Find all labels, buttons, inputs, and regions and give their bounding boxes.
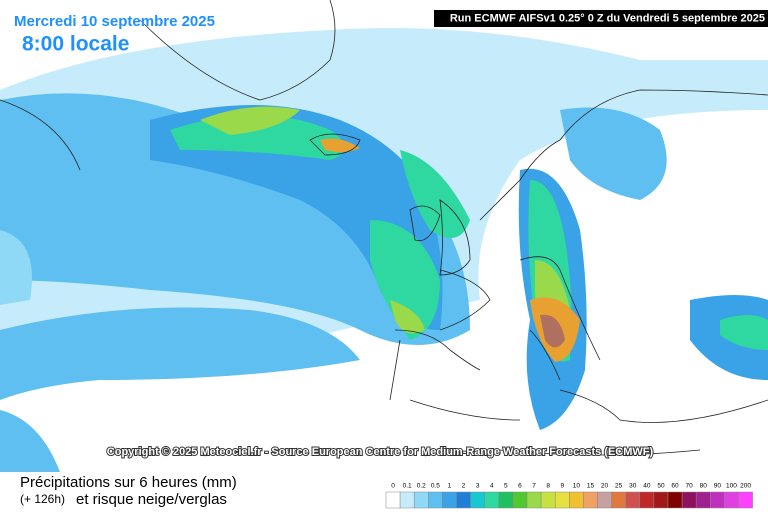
scale-swatch xyxy=(470,491,485,509)
scale-swatch xyxy=(695,491,711,509)
scale-swatch xyxy=(512,491,528,509)
scale-swatch xyxy=(639,491,655,509)
scale-label: 0.1 xyxy=(403,483,412,490)
scale-label: 0.5 xyxy=(431,483,440,490)
scale-label: 3 xyxy=(476,483,480,490)
scale-label: 9 xyxy=(560,483,564,490)
time: 8:00 locale xyxy=(22,33,129,56)
scale-label: 4 xyxy=(490,483,494,490)
scale-swatch xyxy=(724,491,739,509)
scale-label: 100 xyxy=(726,483,737,490)
scale-swatch xyxy=(583,491,598,509)
scale-label: 70 xyxy=(686,483,694,490)
legend-lead-time: (+ 126h) xyxy=(20,492,65,506)
scale-swatch xyxy=(540,491,556,509)
scale-swatch xyxy=(653,491,669,509)
scale-swatch xyxy=(428,491,443,509)
scale-label: 15 xyxy=(587,483,595,490)
scale-swatch xyxy=(456,491,471,509)
scale-swatch xyxy=(442,491,457,509)
scale-swatch xyxy=(498,491,514,509)
scale-label: 5 xyxy=(504,483,508,490)
scale-swatch xyxy=(710,491,725,509)
scale-swatch xyxy=(611,491,626,509)
legend: Précipitations sur 6 heures (mm) (+ 126h… xyxy=(20,474,753,509)
scale-label: 30 xyxy=(629,483,637,490)
scale-swatch xyxy=(413,491,429,509)
map: Mercredi 10 septembre 2025 8:00 locale R… xyxy=(0,0,768,472)
precipitation-field xyxy=(0,28,768,472)
scale-label: 7 xyxy=(532,483,536,490)
scale-label: 90 xyxy=(714,483,722,490)
scale-swatch xyxy=(681,491,697,509)
legend-subtitle: et risque neige/verglas xyxy=(76,491,227,508)
scale-label: 6 xyxy=(518,483,522,490)
scale-label: 10 xyxy=(573,483,581,490)
scale-label: 200 xyxy=(740,483,751,490)
legend-title: Précipitations sur 6 heures (mm) xyxy=(20,474,237,491)
scale-label: 2 xyxy=(462,483,466,490)
scale-label: 8 xyxy=(546,483,550,490)
run-info: Run ECMWF AIFSv1 0.25° 0 Z du Vendredi 5… xyxy=(450,12,765,24)
scale-swatch xyxy=(667,491,683,509)
scale-swatch xyxy=(484,491,500,509)
scale-label: 80 xyxy=(700,483,708,490)
scale-swatch xyxy=(399,491,415,509)
scale-label: 25 xyxy=(615,483,623,490)
scale-label: 60 xyxy=(671,483,679,490)
scale-label: 40 xyxy=(643,483,651,490)
coastlines xyxy=(0,0,768,456)
copyright: Copyright © 2025 Meteociel.fr - Source E… xyxy=(107,446,654,458)
scale-label: 50 xyxy=(657,483,665,490)
date: Mercredi 10 septembre 2025 xyxy=(14,13,215,30)
scale-label: 20 xyxy=(601,483,609,490)
scale-swatch xyxy=(625,491,641,509)
scale-swatch xyxy=(597,491,612,509)
scale-label: 0.2 xyxy=(417,483,426,490)
run-banner xyxy=(434,10,768,27)
scale-swatch xyxy=(385,491,401,509)
scale-label: 0 xyxy=(391,483,395,490)
scale-swatch xyxy=(569,491,584,509)
scale-swatch xyxy=(554,491,570,509)
scale-label: 1 xyxy=(448,483,452,490)
scale-swatch xyxy=(738,491,753,509)
scale-swatch xyxy=(526,491,542,509)
